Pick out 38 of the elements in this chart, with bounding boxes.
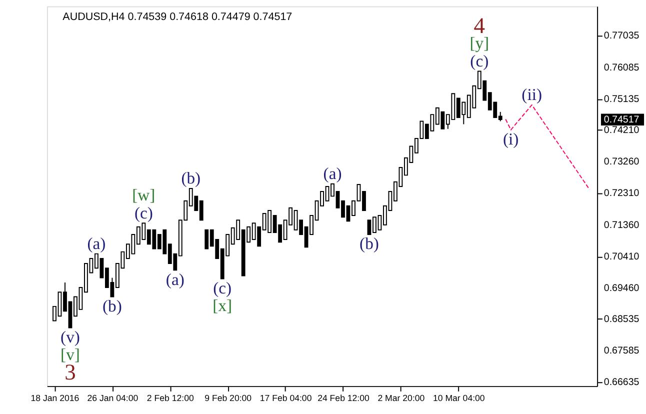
y-tick-label: 0.69460 bbox=[604, 283, 640, 294]
y-tick-label: 0.77035 bbox=[604, 30, 640, 42]
annotation: (i) bbox=[503, 130, 519, 149]
annotation: (c) bbox=[134, 203, 153, 222]
x-tick-label: 26 Jan 04:00 bbox=[87, 393, 138, 404]
y-tick-label: 0.71360 bbox=[604, 220, 640, 231]
y-tick-label: 0.73260 bbox=[604, 156, 640, 168]
y-tick-label: 0.70410 bbox=[604, 251, 640, 262]
y-tick-label: 0.66635 bbox=[604, 377, 640, 388]
x-tick-label: 2 Feb 12:00 bbox=[146, 393, 194, 404]
annotation: (b) bbox=[360, 234, 379, 254]
y-tick-label: 0.74210 bbox=[604, 124, 640, 136]
annotation: [x] bbox=[212, 296, 232, 316]
annotation: (b) bbox=[181, 168, 201, 188]
x-tick-label: 10 Mar 04:00 bbox=[432, 393, 485, 404]
chart-title: AUDUSD,H4 0.74539 0.74618 0.74479 0.74517 bbox=[62, 11, 292, 23]
annotation: (ii) bbox=[522, 85, 542, 104]
y-tick-label: 0.76085 bbox=[604, 62, 640, 74]
y-tick-label: 0.75135 bbox=[604, 94, 640, 106]
y-tick-label: 0.74517 bbox=[604, 114, 640, 126]
annotation: (c) bbox=[470, 51, 489, 70]
annotation: (a) bbox=[323, 164, 342, 183]
x-tick-label: 24 Feb 12:00 bbox=[318, 393, 370, 404]
x-tick-label: 18 Jan 2016 bbox=[30, 393, 80, 404]
y-tick-label: 0.67585 bbox=[604, 346, 640, 357]
annotation: (b) bbox=[102, 296, 122, 316]
annotation: (v) bbox=[60, 327, 80, 346]
annotation: (a) bbox=[87, 234, 106, 253]
annotation: (a) bbox=[166, 270, 184, 289]
x-tick-label: 2 Mar 20:00 bbox=[378, 393, 425, 404]
x-tick-label: 9 Feb 20:00 bbox=[204, 393, 252, 404]
x-tick-label: 17 Feb 04:00 bbox=[260, 393, 312, 404]
y-tick-label: 0.72310 bbox=[604, 188, 640, 200]
y-tick-label: 0.68535 bbox=[604, 314, 640, 325]
line-series bbox=[505, 104, 590, 190]
annotation: (c) bbox=[213, 278, 232, 298]
annotation: [v] bbox=[60, 345, 80, 364]
annotation: [w] bbox=[132, 186, 156, 205]
